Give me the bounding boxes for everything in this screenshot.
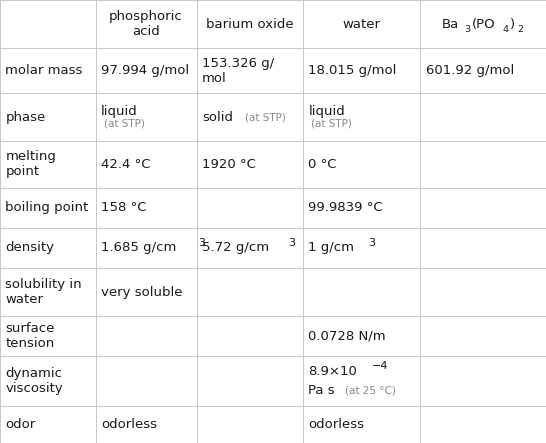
Bar: [0, 48, 96, 93]
Bar: [420, 188, 546, 228]
Bar: [0, 141, 96, 188]
Text: 1 g/cm: 1 g/cm: [308, 241, 354, 254]
Text: liquid: liquid: [101, 105, 138, 118]
Bar: [303, 228, 420, 268]
Bar: [420, 0, 546, 48]
Bar: [303, 316, 420, 356]
Text: (at STP): (at STP): [245, 112, 286, 122]
Bar: [197, 48, 303, 93]
Text: 8.9×10: 8.9×10: [308, 365, 358, 378]
Bar: [420, 406, 546, 443]
Bar: [197, 268, 303, 316]
Bar: [303, 188, 420, 228]
Bar: [303, 268, 420, 316]
Bar: [420, 93, 546, 141]
Bar: [303, 356, 420, 406]
Text: (at STP): (at STP): [104, 119, 145, 129]
Text: 2: 2: [517, 25, 523, 34]
Bar: [96, 268, 197, 316]
Text: barium oxide: barium oxide: [206, 18, 294, 31]
Text: 3: 3: [464, 25, 470, 34]
Text: phase: phase: [5, 111, 46, 124]
Text: 153.326 g/
mol: 153.326 g/ mol: [202, 57, 274, 85]
Bar: [0, 93, 96, 141]
Text: water: water: [343, 18, 381, 31]
Text: 3: 3: [368, 237, 375, 248]
Bar: [197, 93, 303, 141]
Text: 4: 4: [502, 25, 508, 34]
Bar: [96, 141, 197, 188]
Text: (PO: (PO: [472, 18, 496, 31]
Text: (at STP): (at STP): [311, 119, 352, 129]
Bar: [0, 406, 96, 443]
Text: 97.994 g/mol: 97.994 g/mol: [101, 64, 189, 77]
Text: 99.9839 °C: 99.9839 °C: [308, 201, 383, 214]
Bar: [96, 316, 197, 356]
Text: 1920 °C: 1920 °C: [202, 158, 256, 171]
Bar: [420, 356, 546, 406]
Text: odorless: odorless: [101, 418, 157, 431]
Bar: [96, 93, 197, 141]
Text: odorless: odorless: [308, 418, 365, 431]
Text: 0 °C: 0 °C: [308, 158, 337, 171]
Bar: [420, 268, 546, 316]
Bar: [303, 406, 420, 443]
Bar: [420, 316, 546, 356]
Bar: [0, 188, 96, 228]
Bar: [420, 48, 546, 93]
Bar: [303, 141, 420, 188]
Text: 42.4 °C: 42.4 °C: [101, 158, 151, 171]
Bar: [197, 316, 303, 356]
Text: 3: 3: [198, 237, 205, 248]
Text: dynamic
viscosity: dynamic viscosity: [5, 367, 63, 395]
Text: 601.92 g/mol: 601.92 g/mol: [426, 64, 514, 77]
Bar: [420, 141, 546, 188]
Bar: [0, 0, 96, 48]
Text: −4: −4: [372, 361, 388, 371]
Text: 3: 3: [289, 237, 295, 248]
Bar: [197, 356, 303, 406]
Bar: [197, 188, 303, 228]
Text: solubility in
water: solubility in water: [5, 278, 82, 306]
Text: liquid: liquid: [308, 105, 345, 118]
Text: (at 25 °C): (at 25 °C): [345, 385, 396, 395]
Bar: [0, 228, 96, 268]
Bar: [197, 141, 303, 188]
Text: solid: solid: [202, 111, 233, 124]
Text: 18.015 g/mol: 18.015 g/mol: [308, 64, 397, 77]
Bar: [197, 0, 303, 48]
Bar: [0, 356, 96, 406]
Text: ): ): [510, 18, 515, 31]
Text: 1.685 g/cm: 1.685 g/cm: [101, 241, 176, 254]
Bar: [96, 48, 197, 93]
Text: Pa s: Pa s: [308, 384, 335, 396]
Text: density: density: [5, 241, 55, 254]
Bar: [96, 356, 197, 406]
Bar: [197, 406, 303, 443]
Bar: [197, 228, 303, 268]
Text: 5.72 g/cm: 5.72 g/cm: [202, 241, 269, 254]
Text: very soluble: very soluble: [101, 286, 182, 299]
Bar: [303, 93, 420, 141]
Bar: [303, 48, 420, 93]
Text: 158 °C: 158 °C: [101, 201, 146, 214]
Bar: [0, 316, 96, 356]
Text: melting
point: melting point: [5, 151, 56, 179]
Text: odor: odor: [5, 418, 35, 431]
Text: molar mass: molar mass: [5, 64, 83, 77]
Text: 0.0728 N/m: 0.0728 N/m: [308, 330, 386, 343]
Bar: [0, 268, 96, 316]
Text: Ba: Ba: [442, 18, 459, 31]
Text: boiling point: boiling point: [5, 201, 88, 214]
Text: phosphoric
acid: phosphoric acid: [109, 10, 183, 38]
Bar: [96, 406, 197, 443]
Bar: [96, 228, 197, 268]
Bar: [96, 0, 197, 48]
Bar: [420, 228, 546, 268]
Bar: [96, 188, 197, 228]
Text: surface
tension: surface tension: [5, 322, 55, 350]
Bar: [303, 0, 420, 48]
